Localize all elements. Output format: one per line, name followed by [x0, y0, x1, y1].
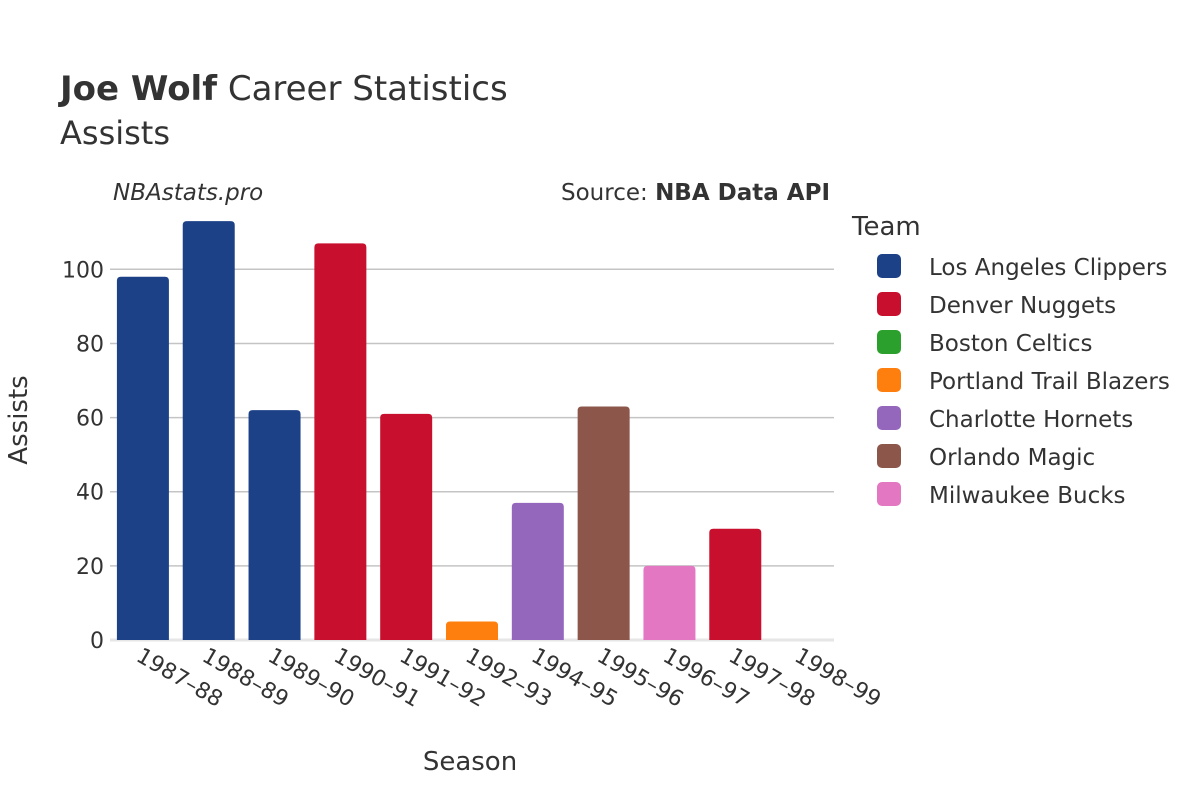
legend-item-label: Orlando Magic: [929, 445, 1095, 471]
x-axis-title: Season: [423, 747, 517, 777]
legend-swatch: [877, 254, 901, 278]
legend-title: Team: [851, 212, 921, 242]
y-tick-label: 80: [76, 332, 104, 357]
x-axis-ticks: 1987–881988–891989–901990–911991–921992–…: [132, 644, 885, 713]
legend-item-label: Los Angeles Clippers: [929, 255, 1167, 281]
legend-item-label: Portland Trail Blazers: [929, 369, 1170, 395]
legend: Los Angeles Clippers Denver Nuggets Boston…: [877, 254, 1170, 509]
y-axis-ticks: 0 20 40 60 80 100: [62, 258, 104, 654]
legend-item-label: Charlotte Hornets: [929, 407, 1133, 433]
legend-item-label: Boston Celtics: [929, 331, 1092, 357]
y-tick-label: 40: [76, 481, 104, 506]
y-tick-label: 60: [76, 407, 104, 432]
bar: [577, 406, 630, 640]
y-axis-title: Assists: [4, 375, 34, 464]
source-credit: Source: NBA Data API: [561, 180, 830, 206]
legend-swatch: [877, 330, 901, 354]
watermark: NBAstats.pro: [113, 180, 263, 206]
chart-subtitle: Assists: [60, 114, 170, 152]
bar: [116, 276, 169, 640]
legend-swatch: [877, 444, 901, 468]
legend-swatch: [877, 406, 901, 430]
bar: [182, 221, 235, 640]
y-tick-label: 100: [62, 258, 104, 283]
y-tick-label: 20: [76, 555, 104, 580]
chart-title: Joe Wolf Career Statistics: [58, 69, 508, 109]
bar: [314, 243, 367, 641]
bar: [380, 413, 433, 640]
legend-swatch: [877, 292, 901, 316]
source-name: NBA Data API: [655, 180, 830, 206]
chart-title-player: Joe Wolf: [58, 69, 218, 109]
legend-item-label: Milwaukee Bucks: [929, 483, 1126, 509]
y-tick-label: 0: [90, 629, 104, 654]
bar: [511, 502, 564, 640]
chart-title-rest: Career Statistics: [217, 69, 508, 109]
legend-item-label: Denver Nuggets: [929, 293, 1116, 319]
bar: [709, 528, 762, 640]
bar: [446, 621, 498, 640]
legend-swatch: [877, 482, 901, 506]
source-prefix: Source:: [561, 180, 655, 206]
legend-swatch: [877, 368, 901, 392]
bar: [248, 410, 301, 640]
bars: [116, 221, 762, 641]
bar: [643, 565, 696, 640]
